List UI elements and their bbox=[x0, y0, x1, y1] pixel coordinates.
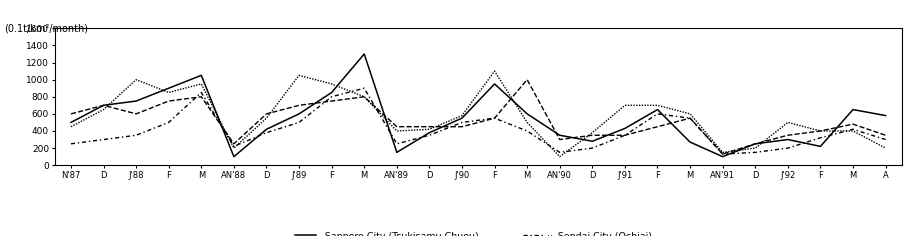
Legend: –Sapporo City (Tsukisamu Chuou), ···Morioka City (Nakano Primary School), ··–Sen: –Sapporo City (Tsukisamu Chuou), ···Mori… bbox=[295, 232, 661, 236]
Text: (0.1t/km²/month): (0.1t/km²/month) bbox=[5, 24, 88, 34]
